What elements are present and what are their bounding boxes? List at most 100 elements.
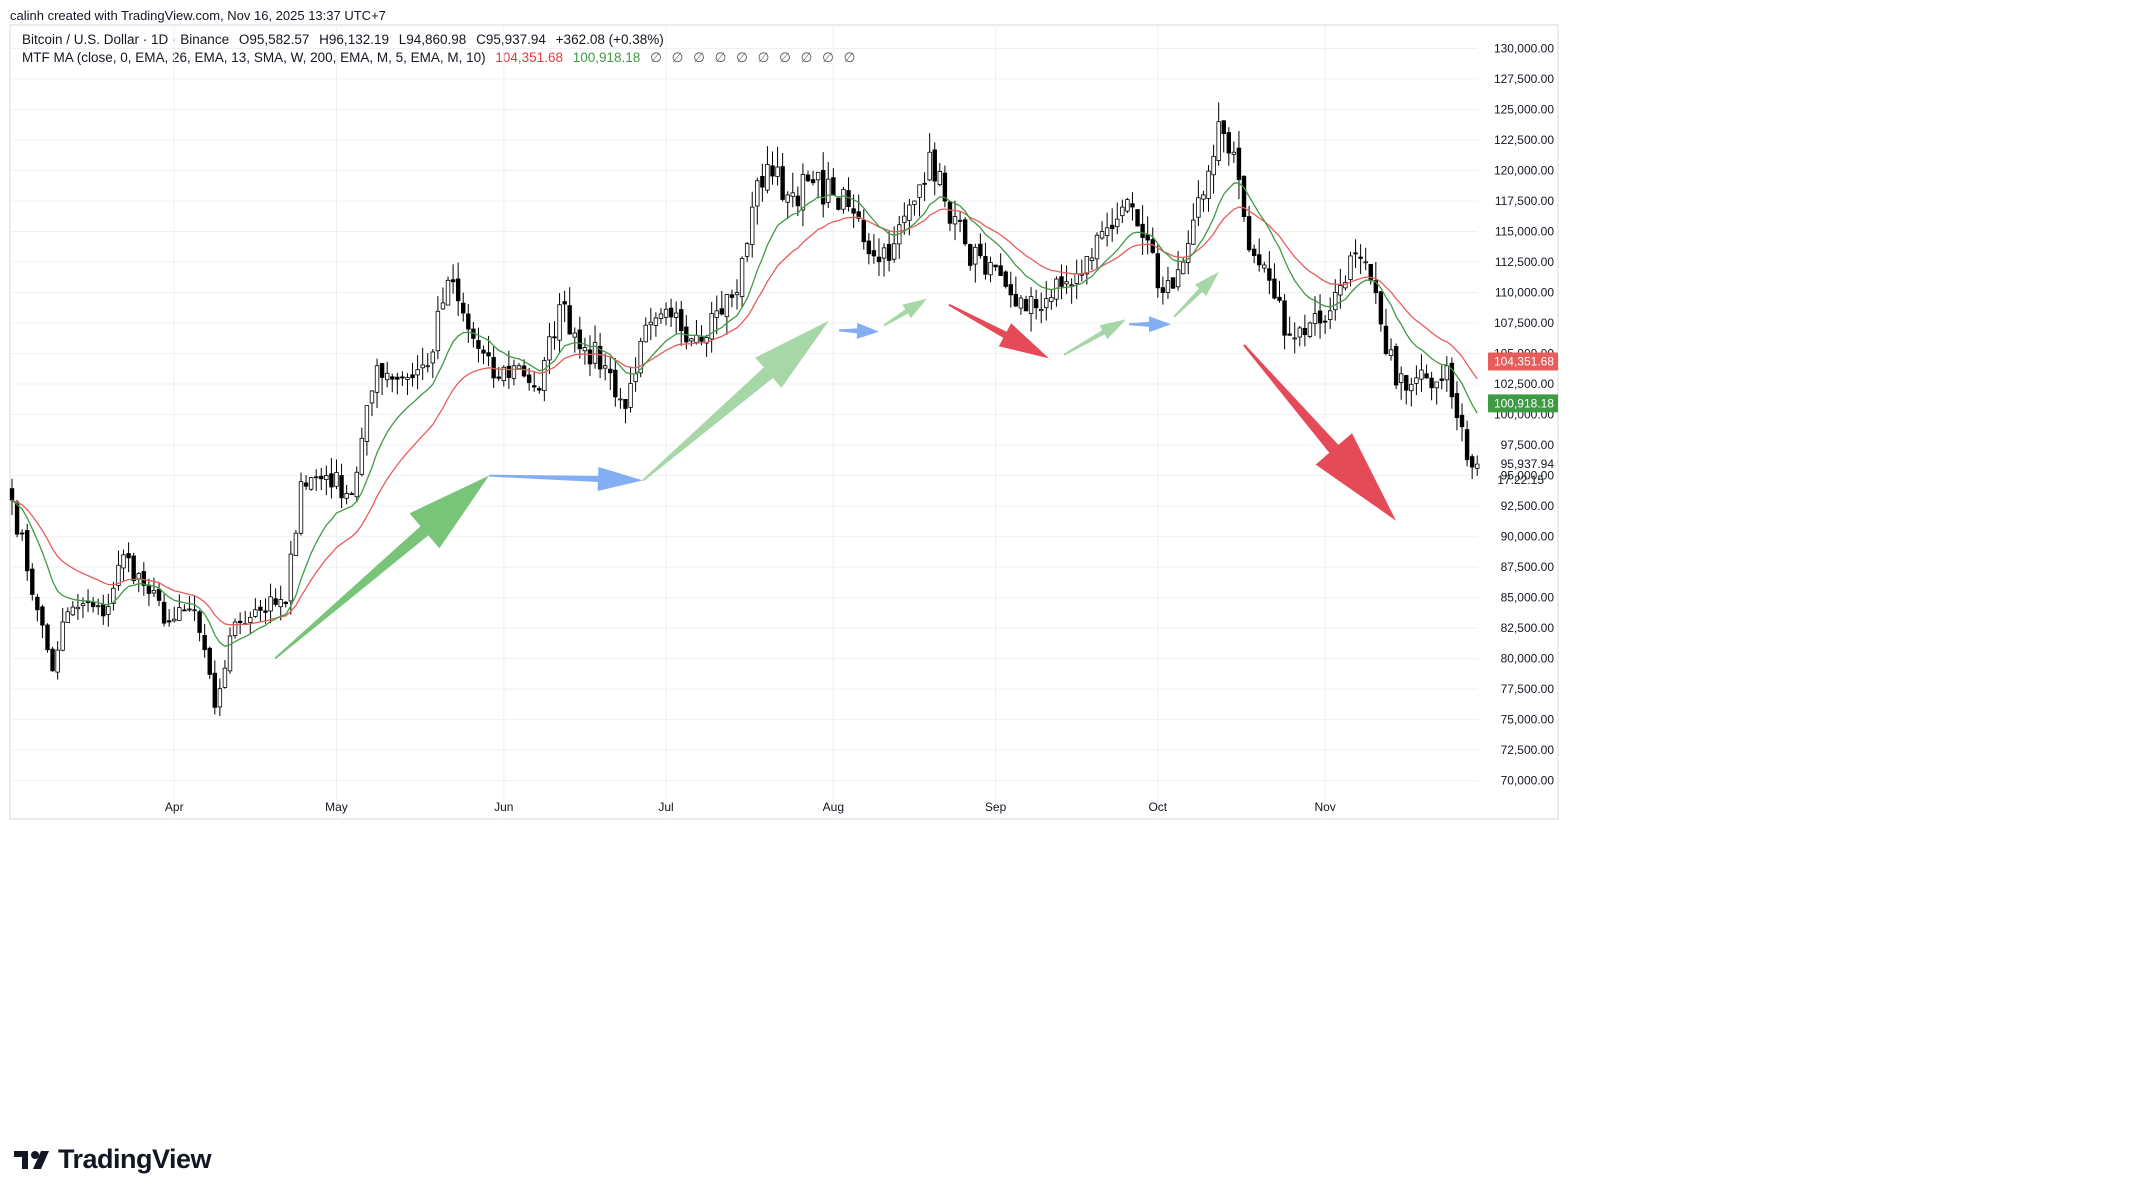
candle-up [826, 178, 831, 203]
candle-down [587, 349, 593, 365]
candle-down [623, 398, 628, 409]
candle-up [689, 338, 694, 342]
y-tick-label: 77,500.00 [1501, 682, 1555, 696]
y-tick-label: 97,500.00 [1501, 438, 1555, 452]
candle-up [111, 587, 116, 604]
candle-down [19, 532, 25, 535]
candle-down [90, 601, 96, 608]
candle-down [283, 601, 288, 605]
candle-down [202, 634, 207, 651]
candle-down [886, 243, 892, 261]
x-tick-label: Jul [658, 800, 673, 814]
candle-up [775, 166, 780, 177]
hidden-plots-icon[interactable]: ∅ ∅ ∅ ∅ ∅ ∅ ∅ ∅ ∅ ∅ [650, 50, 859, 65]
candle-down [876, 256, 882, 263]
ma-red-line [11, 206, 1478, 626]
candle-up [1094, 234, 1100, 260]
candle-up [912, 200, 917, 205]
candle-down [1003, 271, 1008, 287]
candle-up [177, 607, 182, 621]
candle-up [70, 606, 76, 616]
candle-down [30, 568, 35, 595]
candle-down [319, 475, 324, 480]
candle-down [861, 219, 866, 243]
candle-up [891, 243, 897, 260]
candle-up [1475, 463, 1480, 469]
y-tick-label: 112,500.00 [1495, 255, 1554, 269]
candle-down [836, 197, 841, 210]
candle-up [172, 618, 177, 622]
candle-down [851, 208, 856, 214]
candle-down [978, 243, 983, 257]
y-tick-label: 130,000.00 [1494, 42, 1554, 56]
candle-up [187, 608, 192, 611]
candle-down [942, 172, 948, 202]
annotation-arrow [642, 320, 829, 482]
y-tick-label: 117,500.00 [1495, 194, 1554, 208]
candle-down [1008, 284, 1013, 296]
candle-up [268, 596, 273, 612]
candle-up [374, 365, 380, 393]
candle-up [1064, 281, 1069, 285]
candle-down [1145, 234, 1150, 241]
candle-down [1241, 175, 1247, 218]
candle-down [45, 624, 50, 651]
candle-up [734, 292, 740, 296]
candle-down [1464, 429, 1470, 461]
indicator-ma1-value: 104,351.68 [495, 50, 563, 65]
candle-up [369, 390, 375, 404]
annotation-arrow [948, 303, 1049, 359]
tradingview-logo[interactable]: TradingView [14, 1144, 212, 1175]
candle-up [1409, 383, 1414, 392]
candle-down [577, 329, 583, 350]
candle-down [50, 648, 55, 672]
candle-up [420, 364, 425, 369]
candle-up [1099, 231, 1105, 239]
candle-down [1454, 393, 1460, 419]
candle-down [237, 620, 243, 624]
candle-up [542, 360, 547, 392]
candle-down [871, 250, 877, 257]
annotation-arrow [1243, 344, 1396, 521]
candle-down [9, 488, 15, 501]
candle-down [496, 376, 501, 379]
candle-up [293, 532, 299, 556]
candle-up [1307, 322, 1313, 337]
candle-down [35, 596, 40, 611]
candle-up [1292, 337, 1297, 340]
candle-down [156, 588, 162, 601]
y-tick-label: 92,500.00 [1501, 499, 1555, 513]
candle-up [952, 216, 958, 225]
ohlc-low: L94,860.98 [398, 32, 467, 47]
candle-up [1186, 243, 1191, 263]
annotation-arrow [839, 322, 879, 339]
candle-down [1439, 378, 1444, 381]
candle-up [881, 247, 887, 259]
candle-up [1018, 297, 1024, 309]
candle-up [298, 481, 304, 534]
candle-down [486, 352, 491, 357]
indicator-title: MTF MA (close, 0, EMA, 26, EMA, 13, SMA,… [22, 50, 486, 65]
candle-down [1322, 320, 1328, 323]
tradingview-logo-icon [14, 1150, 49, 1169]
candle-down [1404, 375, 1409, 391]
y-tick-label: 127,500.00 [1494, 72, 1554, 86]
candle-down [1459, 414, 1465, 428]
candle-up [75, 606, 81, 610]
candle-up [988, 262, 993, 276]
candle-down [1277, 296, 1282, 301]
candle-up [1333, 292, 1338, 311]
x-tick-label: Aug [823, 800, 844, 814]
candle-down [1302, 327, 1308, 336]
candle-down [1267, 268, 1272, 281]
indicator-legend[interactable]: MTF MA (close, 0, EMA, 26, EMA, 13, SMA,… [22, 50, 864, 66]
candle-down [263, 610, 268, 613]
y-tick-label: 107,500.00 [1494, 316, 1554, 330]
candle-down [998, 265, 1003, 276]
candle-up [1414, 377, 1419, 384]
candle-up [384, 372, 390, 381]
candle-up [800, 174, 806, 211]
x-tick-label: May [325, 800, 348, 814]
candle-up [1444, 365, 1450, 381]
